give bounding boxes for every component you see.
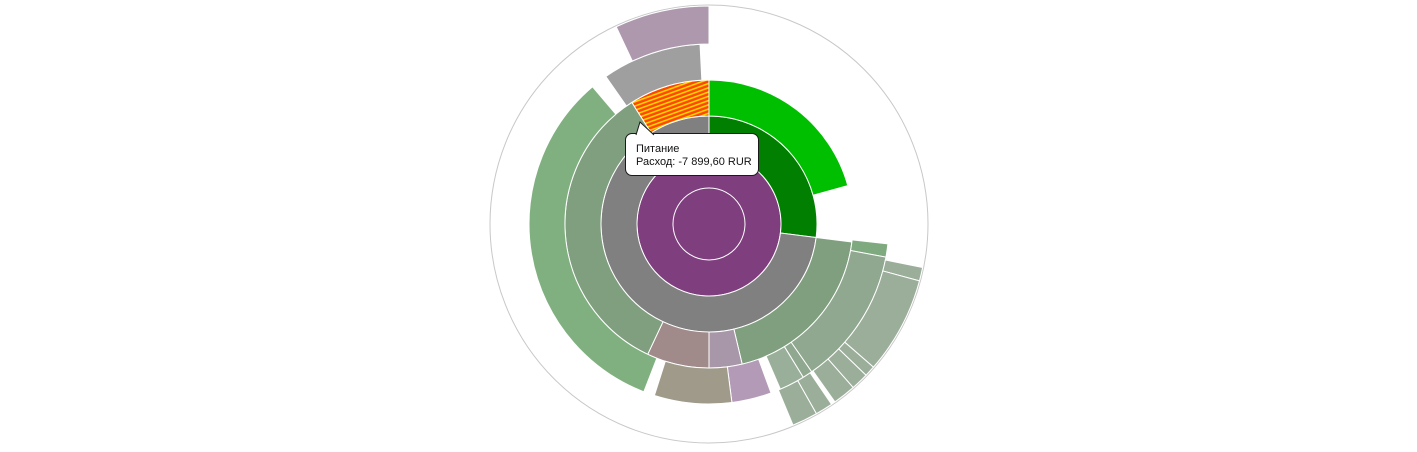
tooltip-title: Питание — [636, 143, 680, 155]
tooltip-pointer — [635, 121, 655, 136]
sunburst-segment-l5-8[interactable] — [777, 379, 818, 426]
outer-boundary-circle — [489, 4, 929, 444]
sunburst-segment-l5-10[interactable] — [615, 5, 710, 62]
tooltip-amount: Расход: -7 899,60 RUR — [636, 156, 752, 168]
tooltip: Питание Расход: -7 899,60 RUR — [625, 121, 759, 176]
sunburst-segment-l4-7[interactable] — [653, 360, 733, 405]
sunburst-segment-l3-0[interactable] — [708, 79, 849, 196]
sunburst-segment-l5-5[interactable] — [812, 358, 854, 403]
sunburst-segment-l4-6[interactable] — [726, 358, 772, 404]
sunburst-segment-l4-9[interactable] — [528, 86, 658, 393]
